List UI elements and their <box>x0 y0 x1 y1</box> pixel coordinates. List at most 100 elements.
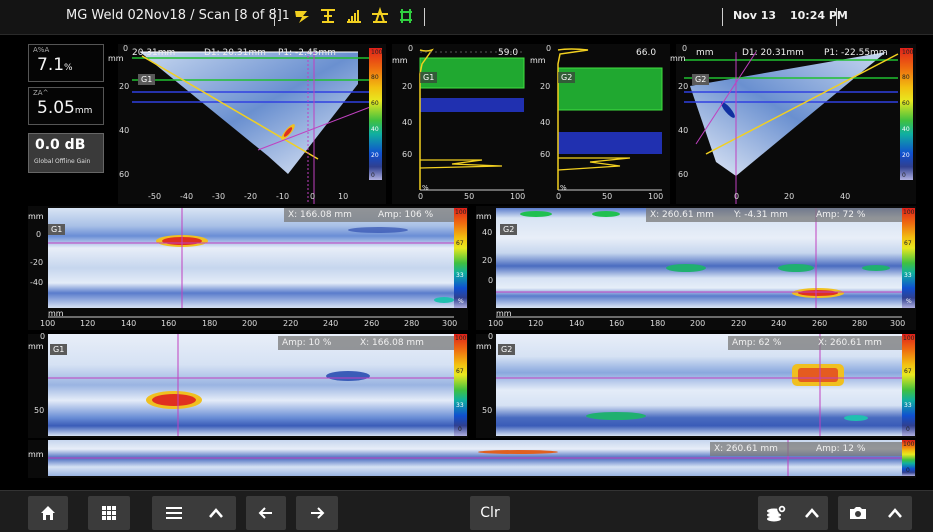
gate-tag: G1 <box>48 224 66 235</box>
scale-tick: 100 <box>903 209 915 216</box>
x-tick: 0 <box>734 192 740 201</box>
signal-icon[interactable] <box>344 6 364 26</box>
previous-button[interactable] <box>246 496 286 530</box>
chevron-up-icon <box>887 508 902 518</box>
d1-label: D1: 20.31mm <box>204 48 266 58</box>
home-button[interactable] <box>28 496 68 530</box>
y-tick: 0 <box>546 44 552 53</box>
strip-scan-panel[interactable]: X: 260.61 mm Amp: 12 % mm 100 0 <box>28 440 916 478</box>
scale-tick: 67 <box>904 368 912 375</box>
y-tick: 40 <box>678 126 689 135</box>
settings-button[interactable] <box>758 496 828 530</box>
sscan-right-image[interactable] <box>676 44 916 204</box>
gain-readout[interactable]: 0.0 dB Global Offline Gain <box>28 133 104 173</box>
x-position: X: 166.08 mm <box>360 338 424 348</box>
clear-button[interactable]: Clr <box>470 496 510 530</box>
apps-button[interactable] <box>88 496 130 530</box>
scale-tick: 100 <box>455 209 467 216</box>
y-tick: 40 <box>119 126 130 135</box>
x-tick: 0 <box>556 192 562 201</box>
capture-button[interactable] <box>838 496 912 530</box>
arrow-right-icon <box>311 507 325 519</box>
menu-button[interactable] <box>152 496 236 530</box>
scale-tick: 80 <box>902 74 910 81</box>
x-tick: -40 <box>180 192 194 201</box>
x-tick: -10 <box>276 192 290 201</box>
ascan-left-panel[interactable]: mm 59.0 G1 0 20 40 60 0 50 100 % <box>392 44 530 204</box>
cscan-right-image[interactable] <box>496 208 902 308</box>
color-scale <box>454 334 467 436</box>
x-tick: -30 <box>212 192 226 201</box>
x-tick: 100 <box>488 319 504 328</box>
x-tick: 200 <box>690 319 706 328</box>
scale-tick: 100 <box>903 441 915 448</box>
ascan-right-image[interactable] <box>530 44 670 204</box>
axis-unit: mm <box>496 309 512 318</box>
measure-icon[interactable] <box>318 6 338 26</box>
scale-tick: 33 <box>904 402 912 409</box>
x-position: X: 260.61 mm <box>650 210 714 220</box>
readout-value: 7.1% <box>37 55 73 75</box>
chevron-up-icon <box>805 508 819 518</box>
menu-icon <box>165 507 182 519</box>
arrow-left-icon <box>258 507 272 519</box>
y-tick: 20 <box>482 256 493 265</box>
next-button[interactable] <box>296 496 338 530</box>
x-position: X: 260.61 mm <box>818 338 882 348</box>
scale-tick: 33 <box>456 272 464 279</box>
cursor-depth-label: mm <box>696 48 714 58</box>
sscan-left-panel[interactable]: 20.31mm D1: 20.31mm P1: -2.45mm G1 mm 0 … <box>108 44 386 204</box>
camera-icon <box>849 507 866 519</box>
x-tick: 120 <box>80 319 96 328</box>
x-tick: 10 <box>338 192 349 201</box>
y-tick: 60 <box>540 150 551 159</box>
scale-tick: 0 <box>371 172 375 179</box>
scale-tick: 67 <box>456 240 464 247</box>
x-tick: 100 <box>648 192 664 201</box>
scale-tick: 67 <box>904 240 912 247</box>
x-tick: 0 <box>418 192 424 201</box>
cursor-number[interactable]: 1 <box>282 8 290 22</box>
x-tick: -50 <box>148 192 162 201</box>
sscan-left-image[interactable] <box>118 44 386 204</box>
gate-tag: G1 <box>420 72 438 83</box>
x-axis-ruler <box>496 316 902 318</box>
gate-icon[interactable] <box>292 6 312 26</box>
scale-tick: 0 <box>906 467 910 474</box>
color-scale <box>369 48 382 180</box>
bscan-right-panel[interactable]: Amp: 62 % X: 260.61 mm G2 mm 0 50 100 67… <box>476 332 916 438</box>
scale-tick: 100 <box>902 49 914 56</box>
x-tick: 160 <box>609 319 625 328</box>
sscan-right-panel[interactable]: mm D1: 20.31mm P1: -22.55mm G2 mm 0 20 4… <box>670 44 916 204</box>
ascan-left-image[interactable] <box>392 44 530 204</box>
cscan-right-panel[interactable]: X: 260.61 mm Y: -4.31 mm Amp: 72 % G2 mm… <box>476 206 916 330</box>
cscan-left-image[interactable] <box>48 208 454 308</box>
x-tick: 220 <box>731 319 747 328</box>
ascan-right-panel[interactable]: mm 66.0 G2 0 20 40 60 0 50 100 % <box>530 44 670 204</box>
scale-tick: 40 <box>371 126 379 133</box>
bscan-right-image[interactable] <box>496 334 902 436</box>
cursor-depth-label: 20.31mm <box>132 48 176 58</box>
color-scale <box>902 334 915 436</box>
peak-icon[interactable] <box>370 6 390 26</box>
cscan-left-panel[interactable]: X: 166.08 mm Amp: 106 % G1 mm 0 -20 -40 … <box>28 206 468 330</box>
x-tick: 260 <box>812 319 828 328</box>
readout-label: A%A <box>33 46 50 54</box>
depth-readout[interactable]: ZA^ 5.05mm <box>28 87 104 125</box>
axis-unit: mm <box>476 342 492 351</box>
bscan-left-panel[interactable]: Amp: 10 % X: 166.08 mm G1 mm 0 50 100 67… <box>28 332 468 438</box>
axis-unit: mm <box>28 450 44 459</box>
scale-tick: 20 <box>902 152 910 159</box>
amplitude: Amp: 106 % <box>378 210 434 220</box>
cursor-link-icon[interactable] <box>396 6 416 26</box>
y-tick: 40 <box>540 118 551 127</box>
scale-tick: 100 <box>903 335 915 342</box>
bscan-readout: Amp: 10 % X: 166.08 mm <box>278 336 454 350</box>
x-tick: 100 <box>510 192 526 201</box>
scale-tick: 60 <box>371 100 379 107</box>
bscan-left-image[interactable] <box>48 334 454 436</box>
x-tick: 0 <box>310 192 316 201</box>
y-tick: 40 <box>402 118 413 127</box>
axis-unit: mm <box>28 342 44 351</box>
amplitude-readout[interactable]: A%A 7.1% <box>28 44 104 82</box>
